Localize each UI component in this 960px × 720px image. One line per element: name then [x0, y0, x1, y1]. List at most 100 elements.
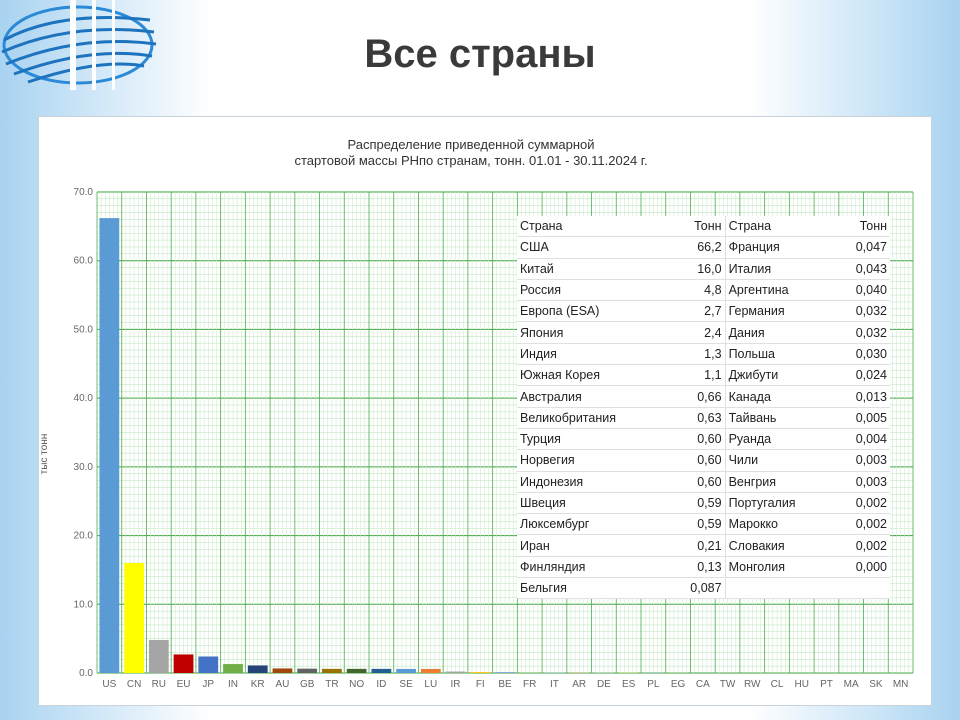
country-cell: Чили — [725, 449, 835, 472]
tons-cell: 0,002 — [834, 513, 890, 536]
table-row: Великобритания 0,63 Тайвань 0,005 — [517, 407, 890, 429]
tons-cell: 2,4 — [668, 321, 726, 344]
tons-cell: 0,002 — [834, 534, 890, 557]
table-row: Австралия 0,66 Канада 0,013 — [517, 385, 890, 408]
tons-cell: 0,003 — [834, 449, 890, 472]
country-cell: Франция — [725, 236, 835, 259]
bar-be — [495, 672, 515, 673]
country-cell: Португалия — [725, 492, 835, 515]
bar-eu — [173, 654, 194, 673]
country-cell: Россия — [517, 279, 669, 302]
tons-cell: 0,60 — [668, 428, 726, 451]
tons-cell: 0,21 — [668, 534, 726, 557]
bar-cn — [124, 563, 144, 673]
x-tick-label: RU — [152, 679, 166, 690]
country-cell: Германия — [725, 300, 835, 323]
country-cell — [725, 577, 835, 600]
tons-cell: 0,63 — [668, 407, 726, 429]
tons-cell: 1,3 — [668, 343, 726, 366]
x-tick-label: FR — [523, 679, 536, 690]
country-cell: Европа (ESA) — [517, 300, 669, 323]
table-row: Индия 1,3 Польша 0,030 — [517, 343, 890, 366]
x-tick-label: NO — [349, 679, 364, 690]
bar-au — [272, 668, 293, 673]
bar-se — [396, 668, 416, 673]
country-cell: Аргентина — [725, 279, 835, 302]
tons-cell: 0,005 — [834, 407, 890, 429]
country-cell: Иран — [517, 534, 669, 557]
tons-cell: 0,60 — [668, 471, 726, 493]
x-tick-label: SE — [399, 679, 413, 690]
bar-us — [99, 218, 120, 673]
bar-jp — [198, 656, 219, 673]
tons-cell: 0,66 — [668, 385, 726, 408]
y-tick-label: 60.0 — [74, 256, 94, 267]
table-header-row: Страна Тонн Страна Тонн — [517, 216, 890, 238]
x-tick-label: CA — [696, 679, 710, 690]
bar-lu — [420, 668, 441, 673]
bar-no — [346, 668, 367, 673]
country-cell: США — [517, 236, 669, 259]
country-cell: Япония — [517, 321, 669, 344]
country-cell: Марокко — [725, 513, 835, 536]
tons-cell: 0,087 — [668, 577, 726, 600]
x-tick-label: TR — [325, 679, 338, 690]
table-row: Индонезия 0,60 Венгрия 0,003 — [517, 471, 890, 493]
bar-tr — [322, 668, 342, 673]
header-tons-2: Тонн — [834, 216, 890, 238]
tons-cell: 0,032 — [834, 321, 890, 344]
x-tick-label: IT — [550, 679, 559, 690]
country-cell: Китай — [517, 258, 669, 280]
x-tick-label: CN — [127, 679, 141, 690]
tons-cell: 0,003 — [834, 471, 890, 493]
y-tick-label: 30.0 — [74, 462, 94, 473]
tons-cell: 0,59 — [668, 492, 726, 515]
header-country-1: Страна — [517, 216, 669, 238]
x-tick-label: JP — [202, 679, 214, 690]
header-tons-1: Тонн — [668, 216, 726, 238]
country-cell: Венгрия — [725, 471, 835, 493]
bar-in — [223, 664, 243, 673]
slide-title: Все страны — [364, 32, 596, 76]
header-country-2: Страна — [725, 216, 835, 238]
table-row: Норвегия 0,60 Чили 0,003 — [517, 449, 890, 472]
country-cell: Люксембург — [517, 513, 669, 536]
tons-cell: 0,002 — [834, 492, 890, 515]
tons-cell: 0,004 — [834, 428, 890, 451]
country-cell: Финляндия — [517, 556, 669, 579]
tons-cell: 0,040 — [834, 279, 890, 302]
table-row: Финляндия 0,13 Монголия 0,000 — [517, 556, 890, 579]
bar-ru — [148, 640, 169, 673]
y-tick-label: 0.0 — [79, 668, 93, 679]
country-cell: Норвегия — [517, 449, 669, 472]
x-tick-label: ES — [622, 679, 636, 690]
x-tick-label: TW — [720, 679, 736, 690]
tons-cell: 4,8 — [668, 279, 726, 302]
chart-title-line-1: Распределение приведенной суммарной — [347, 137, 594, 152]
table-row: Россия 4,8 Аргентина 0,040 — [517, 279, 890, 302]
x-tick-label: DE — [597, 679, 611, 690]
country-cell: Турция — [517, 428, 669, 451]
x-tick-label: ID — [376, 679, 386, 690]
x-tick-label: GB — [300, 679, 315, 690]
country-cell: Канада — [725, 385, 835, 408]
table-row: Турция 0,60 Руанда 0,004 — [517, 428, 890, 451]
tons-cell: 2,7 — [668, 300, 726, 323]
country-cell: Бельгия — [517, 577, 669, 600]
x-tick-label: MA — [844, 679, 859, 690]
y-tick-label: 20.0 — [74, 531, 94, 542]
x-tick-label: SK — [869, 679, 883, 690]
country-cell: Тайвань — [725, 407, 835, 429]
tons-cell: 0,13 — [668, 556, 726, 579]
table-row: Иран 0,21 Словакия 0,002 — [517, 534, 890, 557]
x-tick-label: LU — [424, 679, 437, 690]
y-tick-label: 10.0 — [74, 599, 94, 610]
country-cell: Швеция — [517, 492, 669, 515]
tons-cell — [834, 577, 890, 600]
bar-id — [371, 668, 392, 673]
x-tick-label: IR — [451, 679, 461, 690]
tons-cell: 66,2 — [668, 236, 726, 259]
table-row: Люксембург 0,59 Марокко 0,002 — [517, 513, 890, 536]
x-tick-label: EG — [671, 679, 686, 690]
tons-cell: 1,1 — [668, 364, 726, 387]
